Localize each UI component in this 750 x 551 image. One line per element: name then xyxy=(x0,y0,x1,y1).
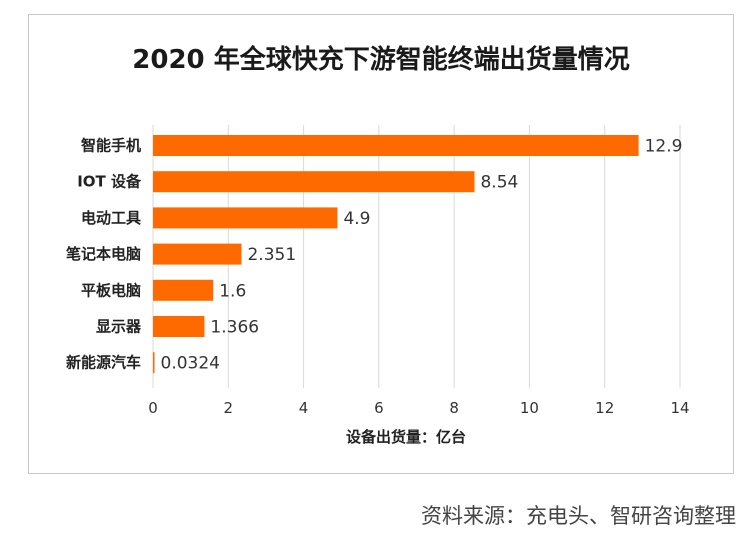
bar xyxy=(153,243,242,265)
category-label: 电动工具 xyxy=(81,209,141,227)
x-tick-label: 12 xyxy=(595,399,614,417)
x-tick-label: 2 xyxy=(224,399,234,417)
bar xyxy=(153,279,214,301)
category-label: 新能源汽车 xyxy=(66,354,141,372)
data-label: 1.366 xyxy=(210,318,259,338)
bar xyxy=(153,207,338,229)
bar xyxy=(153,352,155,374)
category-label: 平板电脑 xyxy=(81,281,141,299)
data-label: 4.9 xyxy=(343,209,370,229)
category-label: IOT 设备 xyxy=(77,173,142,191)
category-label: 显示器 xyxy=(96,318,142,336)
category-label: 笔记本电脑 xyxy=(66,245,141,263)
data-label: 1.6 xyxy=(219,281,246,301)
data-label: 0.0324 xyxy=(161,354,220,374)
chart-title: 2020 年全球快充下游智能终端出货量情况 xyxy=(132,45,630,75)
x-tick-label: 10 xyxy=(520,399,539,417)
data-label: 2.351 xyxy=(247,245,296,265)
data-label: 8.54 xyxy=(480,173,518,193)
x-tick-label: 0 xyxy=(148,399,158,417)
bar xyxy=(153,316,205,337)
data-label: 12.9 xyxy=(645,137,683,157)
x-tick-label: 14 xyxy=(670,399,689,417)
bar-chart: 0 2 4 6 8 10 12 14 智能手机 12.9 IOT 设备 8.54 电动工具 4.9 笔记本电… xyxy=(66,125,690,446)
bar xyxy=(153,135,639,156)
x-tick-label: 4 xyxy=(299,399,309,417)
x-tick-label: 6 xyxy=(374,399,384,417)
x-axis-title: 设备出货量：亿台 xyxy=(346,428,466,446)
bar-layer xyxy=(153,135,639,374)
bar xyxy=(153,171,475,193)
category-label: 智能手机 xyxy=(81,137,141,155)
label-layer: 0 2 4 6 8 10 12 14 智能手机 12.9 IOT 设备 8.54 电动工具 4.9 笔记本电… xyxy=(66,137,690,418)
source-note: 资料来源：充电头、智研咨询整理 xyxy=(421,504,736,528)
x-tick-label: 8 xyxy=(449,399,459,417)
chart-frame: 2020 年全球快充下游智能终端出货量情况 0 2 4 6 8 10 12 14 智能手机 12.… xyxy=(28,14,734,474)
